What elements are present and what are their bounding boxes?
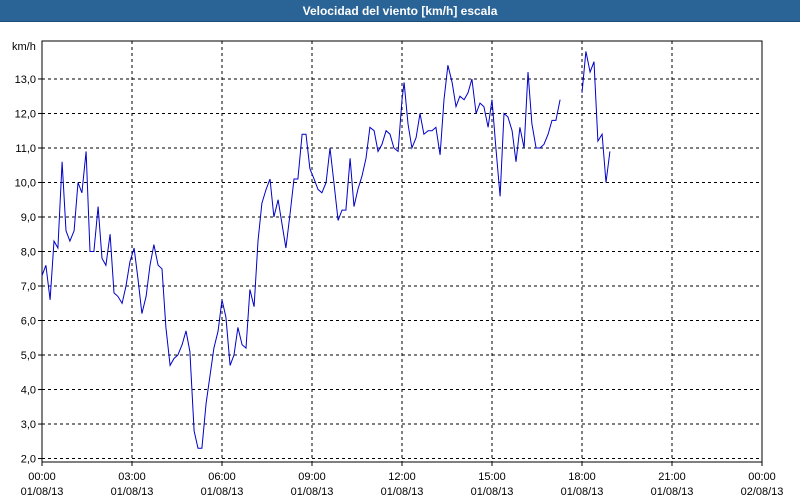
x-tick-date-label: 01/08/13 [381, 486, 424, 498]
x-tick-date-label: 02/08/13 [741, 486, 784, 498]
x-tick-date-label: 01/08/13 [561, 486, 604, 498]
x-tick-date-label: 01/08/13 [111, 486, 154, 498]
x-tick-time-label: 12:00 [388, 471, 416, 483]
x-tick-time-label: 00:00 [28, 471, 56, 483]
x-tick-date-label: 01/08/13 [291, 486, 334, 498]
y-tick-label: 2,0 [21, 454, 36, 466]
x-tick-date-label: 01/08/13 [651, 486, 694, 498]
x-tick-time-label: 00:00 [748, 471, 776, 483]
y-tick-label: 5,0 [21, 350, 36, 362]
y-tick-label: 10,0 [15, 177, 36, 189]
y-tick-label: 8,0 [21, 247, 36, 259]
y-tick-label: 9,0 [21, 212, 36, 224]
x-tick-time-label: 03:00 [118, 471, 146, 483]
x-tick-date-label: 01/08/13 [201, 486, 244, 498]
y-tick-label: 11,0 [15, 143, 36, 155]
chart-title: Velocidad del viento [km/h] escala [302, 4, 498, 18]
x-tick-time-label: 06:00 [208, 471, 236, 483]
x-tick-time-label: 18:00 [568, 471, 596, 483]
x-tick-time-label: 15:00 [478, 471, 506, 483]
y-axis-unit-label: km/h [12, 41, 36, 53]
x-tick-time-label: 09:00 [298, 471, 326, 483]
x-tick-time-label: 21:00 [658, 471, 686, 483]
x-tick-date-label: 01/08/13 [471, 486, 514, 498]
title-bar: Velocidad del viento [km/h] escala [0, 0, 800, 22]
wind-speed-line-segment [581, 51, 611, 183]
y-tick-label: 7,0 [21, 281, 36, 293]
y-tick-label: 6,0 [21, 316, 36, 328]
wind-speed-chart: 2,0 3,0 4,0 5,0 6,0 7,0 8,0 9,0 10,0 11,0 12,0 13,0… [12, 40, 784, 498]
y-tick-label: 12,0 [15, 108, 36, 120]
x-tick-date-label: 01/08/13 [21, 486, 64, 498]
y-tick-label: 3,0 [21, 419, 36, 431]
wind-speed-line-segment [41, 65, 561, 449]
chart-frame: 2,0 3,0 4,0 5,0 6,0 7,0 8,0 9,0 10,0 11,0 12,0 13,0… [0, 22, 800, 500]
y-tick-label: 13,0 [15, 74, 36, 86]
y-tick-label: 4,0 [21, 385, 36, 397]
